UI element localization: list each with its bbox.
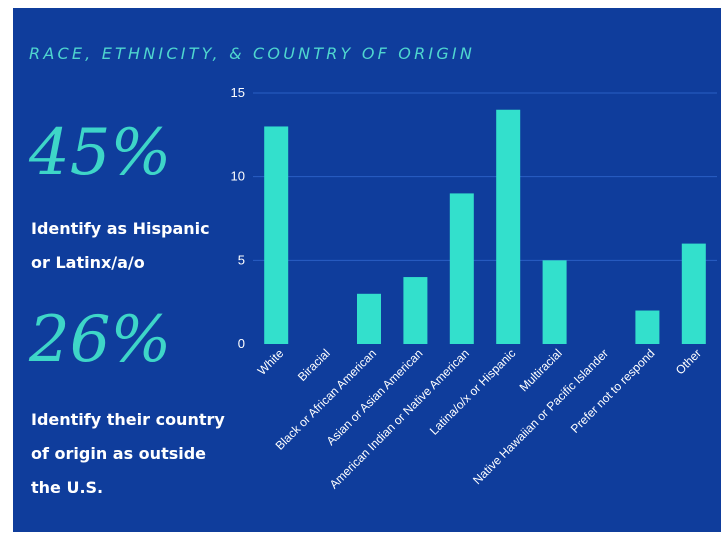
country-origin-stat-line-3: the U.S. (31, 478, 104, 497)
country-origin-stat-description: Identify their country of origin as outs… (31, 403, 251, 505)
hispanic-stat-description: Identify as Hispanic or Latinx/a/o (31, 212, 251, 280)
bar-latina-o-x-or-hispanic (496, 109, 521, 344)
chart-y-ticks: 0 5 10 15 (231, 85, 245, 351)
bar-american-indian-or-native-american (449, 193, 474, 344)
category-label: Prefer not to respond (568, 346, 658, 436)
category-label: Latina/o/x or Hispanic (427, 346, 519, 438)
bar-multiracial (542, 260, 567, 344)
y-tick-label: 0 (238, 336, 245, 351)
chart-gridlines (253, 92, 717, 261)
country-origin-percent-stat: 26% (29, 303, 172, 377)
y-tick-label: 10 (231, 169, 245, 184)
infographic-title: RACE, ETHNICITY, & COUNTRY OF ORIGIN (29, 44, 476, 63)
hispanic-stat-line-2: or Latinx/a/o (31, 253, 145, 272)
bar-other (681, 243, 706, 344)
category-label: Other (673, 346, 704, 377)
bar-asian-or-asian-american (403, 277, 428, 344)
category-label: White (255, 346, 287, 378)
bar-white (264, 126, 289, 344)
country-origin-stat-line-2: of origin as outside (31, 444, 207, 463)
bar-black-or-african-american (357, 293, 381, 344)
y-tick-label: 5 (238, 252, 245, 267)
bar-prefer-not-to-respond (635, 310, 660, 344)
hispanic-percent-stat: 45% (29, 116, 172, 190)
category-label: Multiracial (517, 346, 565, 394)
hispanic-stat-line-1: Identify as Hispanic (31, 219, 210, 238)
category-label: Biracial (295, 346, 333, 384)
infographic-panel: RACE, ETHNICITY, & COUNTRY OF ORIGIN 45%… (13, 8, 721, 532)
chart-bars (264, 109, 706, 344)
country-origin-stat-line-1: Identify their country (31, 410, 225, 429)
y-tick-label: 15 (231, 85, 245, 100)
